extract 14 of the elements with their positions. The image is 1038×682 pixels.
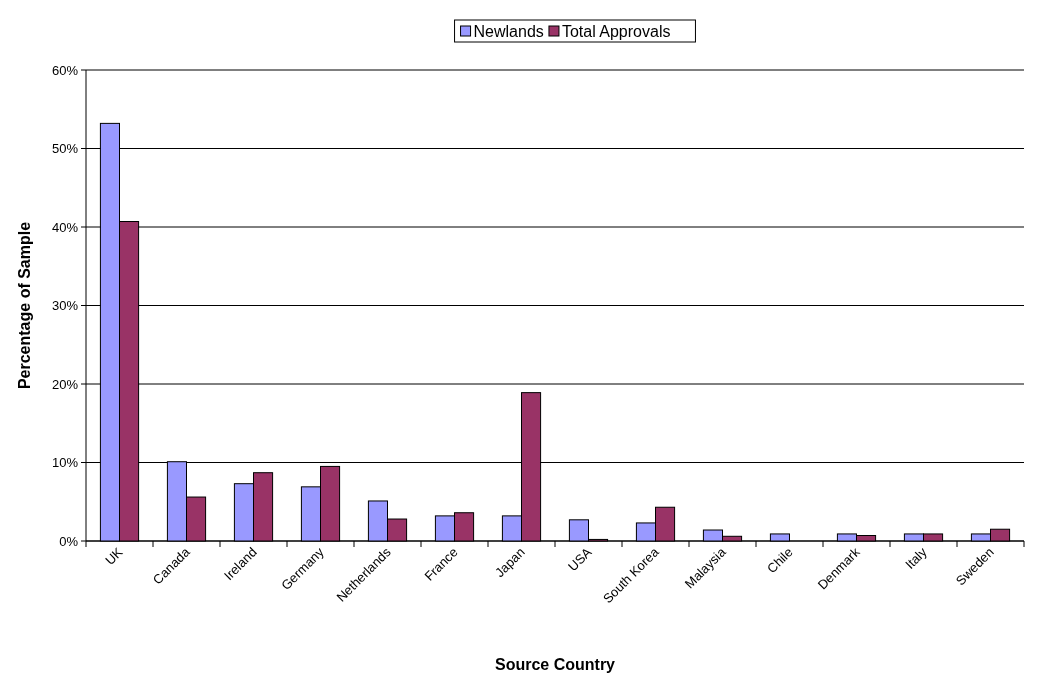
legend-label: Newlands [473,22,544,40]
x-tick-label: USA [565,544,595,575]
x-tick-label: UK [102,544,126,568]
y-tick-label: 50% [51,141,79,157]
y-tick-label: 20% [51,376,79,392]
y-tick-label: 30% [51,298,79,314]
y-axis-title: Percentage of Sample [16,221,33,390]
y-tick-label: 10% [51,455,79,471]
y-tick-label: 0% [59,533,79,549]
y-tick-label: 40% [51,219,79,235]
x-tick-label: Italy [902,544,930,572]
y-tick-label: 60% [51,62,79,78]
x-axis-title: Source Country [494,656,616,673]
legend-label: Total Approvals [561,22,671,40]
